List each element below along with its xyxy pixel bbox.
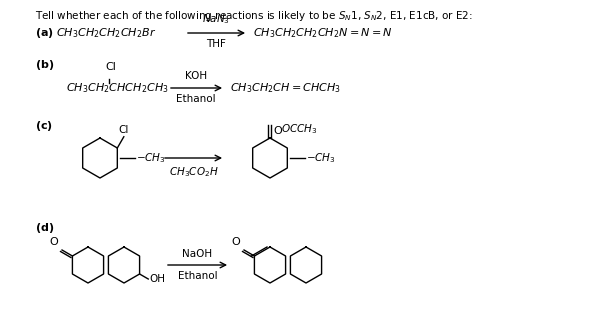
Text: $\bf{(c)}$: $\bf{(c)}$	[35, 119, 53, 133]
Text: $CH_3CH_2CH_2CH_2Br$: $CH_3CH_2CH_2CH_2Br$	[56, 26, 156, 40]
Text: $CH_3CH_2CH{=}CHCH_3$: $CH_3CH_2CH{=}CHCH_3$	[230, 81, 341, 95]
Text: $CH_3CH_2CHCH_2CH_3$: $CH_3CH_2CHCH_2CH_3$	[66, 81, 169, 95]
Text: Ethanol: Ethanol	[176, 94, 216, 104]
Text: $-CH_3$: $-CH_3$	[136, 151, 166, 165]
Text: O: O	[232, 237, 240, 247]
Text: Tell whether each of the following reactions is likely to be $S_N1$, $S_N2$, E1,: Tell whether each of the following react…	[35, 9, 473, 23]
Text: $OCCH_3$: $OCCH_3$	[281, 123, 318, 136]
Text: O: O	[49, 237, 58, 247]
Text: OH: OH	[150, 274, 165, 284]
Text: Ethanol: Ethanol	[178, 271, 217, 281]
Text: $NaN_3$: $NaN_3$	[202, 12, 230, 26]
Text: $\bf{(a)}$: $\bf{(a)}$	[35, 26, 54, 40]
Text: THF: THF	[206, 39, 226, 49]
Text: $CH_3CO_2H$: $CH_3CO_2H$	[169, 165, 218, 179]
Text: $CH_3CH_2CH_2CH_2N{=}N{=}N$: $CH_3CH_2CH_2CH_2N{=}N{=}N$	[253, 26, 393, 40]
Text: $\bf{(b)}$: $\bf{(b)}$	[35, 58, 54, 72]
Text: $\bf{(d)}$: $\bf{(d)}$	[35, 221, 54, 235]
Text: KOH: KOH	[185, 71, 207, 81]
Text: NaOH: NaOH	[183, 249, 213, 259]
Text: $-CH_3$: $-CH_3$	[306, 151, 336, 165]
Text: O: O	[273, 126, 282, 137]
Text: Cl: Cl	[119, 125, 129, 135]
Text: Cl: Cl	[105, 62, 116, 72]
